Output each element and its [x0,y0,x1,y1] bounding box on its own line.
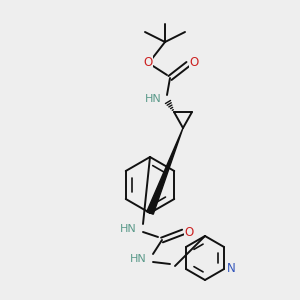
Text: HN: HN [120,224,137,234]
Text: N: N [227,262,236,275]
Text: O: O [143,56,153,70]
Text: HN: HN [130,254,147,264]
Polygon shape [147,128,183,214]
Text: O: O [184,226,194,238]
Text: O: O [189,56,199,70]
Text: HN: HN [145,94,162,104]
